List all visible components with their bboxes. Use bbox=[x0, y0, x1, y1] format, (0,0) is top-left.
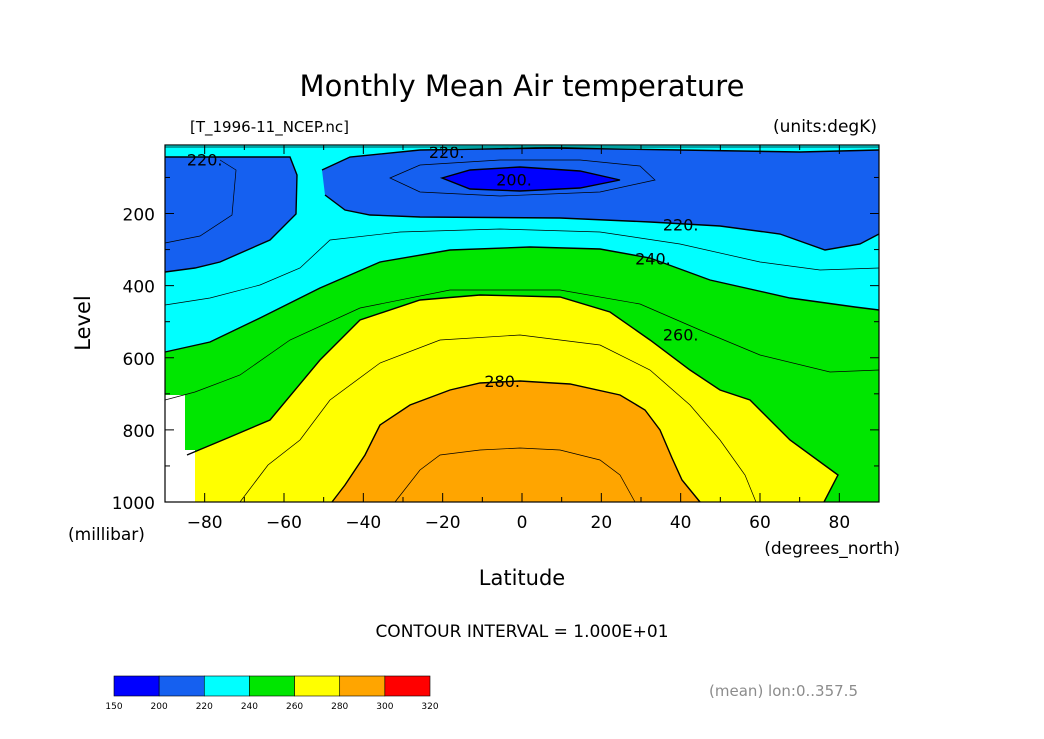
x-tick-label: 0 bbox=[517, 513, 528, 533]
colorbar-label: 220 bbox=[196, 702, 213, 712]
missing-data-patch bbox=[165, 395, 195, 502]
colorbar-label: 280 bbox=[331, 702, 348, 712]
contour-line bbox=[164, 246, 880, 353]
units-label: (units:degK) bbox=[773, 117, 877, 137]
band-200-220 bbox=[165, 157, 297, 272]
colorbar-label: 260 bbox=[286, 702, 303, 712]
contour-line bbox=[394, 447, 636, 503]
plot-area: 220. 220.200.220.240.260.280.200400600800… bbox=[112, 143, 880, 533]
y-axis-title: Level bbox=[71, 295, 95, 350]
colorbar-label: 150 bbox=[105, 702, 122, 712]
contour-label: 280. bbox=[484, 372, 520, 391]
colorbar: 150 200 220 240 260 280 300 320 bbox=[105, 675, 439, 712]
contour-line bbox=[164, 228, 880, 306]
colorbar-label: 300 bbox=[376, 702, 393, 712]
y-tick-label: 600 bbox=[123, 350, 155, 370]
contour-label: 220. bbox=[187, 150, 223, 169]
band-280-up bbox=[332, 381, 700, 502]
contour-line bbox=[186, 294, 839, 503]
file-label: [T_1996-11_NCEP.nc] bbox=[190, 118, 349, 137]
colorbar-label: 320 bbox=[421, 702, 438, 712]
contour-line bbox=[164, 156, 298, 273]
x-tick-label: 60 bbox=[749, 513, 771, 533]
x-tick-label: −60 bbox=[266, 513, 302, 533]
x-axis-title: Latitude bbox=[479, 566, 565, 590]
colorbar-swatch bbox=[158, 675, 205, 697]
contour-line bbox=[439, 166, 621, 192]
contour-line bbox=[389, 159, 656, 197]
x-tick-label: −80 bbox=[187, 513, 223, 533]
y-tick-label: 800 bbox=[123, 422, 155, 442]
x-unit-label: (degrees_north) bbox=[764, 539, 900, 559]
colorbar-swatch bbox=[339, 675, 386, 697]
x-tick-label: 80 bbox=[829, 513, 851, 533]
colorbar-label: 240 bbox=[241, 702, 258, 712]
contour-line bbox=[239, 334, 757, 503]
colorbar-swatch bbox=[203, 675, 250, 697]
contour-line bbox=[331, 380, 701, 503]
band-190-200 bbox=[442, 167, 620, 191]
chart-title: Monthly Mean Air temperature bbox=[300, 69, 745, 103]
contour-line bbox=[164, 159, 237, 244]
mean-label: (mean) lon:0..357.5 bbox=[709, 682, 858, 700]
contour-label: 200. bbox=[496, 170, 532, 189]
contour-label: 240. bbox=[635, 250, 671, 269]
y-tick-label: 1000 bbox=[112, 494, 155, 514]
contour-line bbox=[164, 289, 880, 401]
y-tick-label: 400 bbox=[123, 278, 155, 298]
colorbar-swatch bbox=[294, 675, 341, 697]
contour-line bbox=[321, 147, 880, 171]
colorbar-swatch bbox=[384, 675, 431, 697]
colorbar-swatch bbox=[249, 675, 295, 697]
contour-line bbox=[324, 194, 880, 251]
contour-label: 260. bbox=[663, 325, 699, 344]
x-tick-label: −40 bbox=[345, 513, 381, 533]
x-tick-label: 40 bbox=[670, 513, 692, 533]
contour-label: 220. bbox=[663, 215, 699, 234]
contour-interval-label: CONTOUR INTERVAL = 1.000E+01 bbox=[375, 622, 668, 642]
contour-label: 220. bbox=[429, 143, 465, 162]
colorbar-label: 200 bbox=[151, 702, 168, 712]
y-tick-label: 200 bbox=[123, 206, 155, 226]
x-tick-label: −20 bbox=[425, 513, 461, 533]
x-tick-label: 20 bbox=[591, 513, 613, 533]
y-unit-label: (millibar) bbox=[68, 525, 145, 545]
colorbar-swatch bbox=[113, 675, 160, 697]
